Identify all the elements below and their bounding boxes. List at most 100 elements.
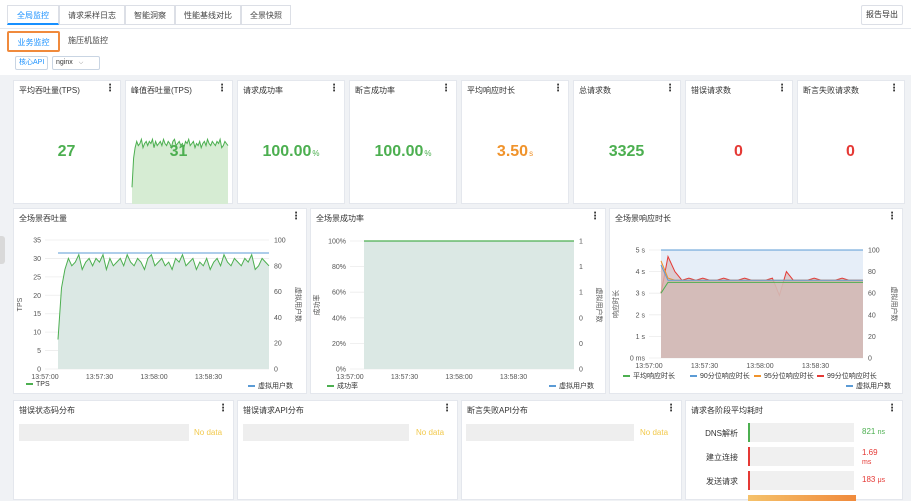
y-tick-label: 15 bbox=[33, 311, 41, 318]
more-menu-icon[interactable]: ⋮ bbox=[777, 83, 787, 94]
stage-value-unit: ns bbox=[877, 429, 885, 436]
kpi-value-number: 3325 bbox=[608, 143, 645, 160]
tab-snapshot[interactable]: 全景快照 bbox=[241, 5, 291, 25]
tab-request-log[interactable]: 请求采样日志 bbox=[59, 5, 125, 25]
tab-baseline[interactable]: 性能基线对比 bbox=[175, 5, 241, 25]
sub-tab-bar: 业务监控 施压机监控 bbox=[0, 29, 911, 53]
side-panel-handle[interactable] bbox=[0, 236, 5, 264]
y2-axis-label: 虚拟用户数 bbox=[890, 287, 899, 322]
endpoint-select[interactable]: nginx ⌵ bbox=[52, 56, 100, 70]
subtab-business-monitor[interactable]: 业务监控 bbox=[7, 31, 60, 52]
stage-bar-partial bbox=[748, 495, 856, 501]
legend-swatch bbox=[549, 385, 556, 388]
more-menu-icon[interactable]: ⋮ bbox=[553, 83, 563, 94]
tab-insight[interactable]: 智能洞察 bbox=[125, 5, 175, 25]
y2-axis-label: 虚拟用户数 bbox=[595, 288, 604, 323]
stage-label: 建立连接 bbox=[706, 453, 738, 462]
more-menu-icon[interactable]: ⋮ bbox=[291, 211, 301, 222]
y2-tick-label: 60 bbox=[274, 289, 282, 296]
kpi-value: 100.00% bbox=[238, 143, 344, 161]
x-tick-label: 13:58:00 bbox=[140, 374, 167, 381]
filter-bar: 核心API nginx ⌵ bbox=[0, 53, 911, 75]
legend-swatch bbox=[623, 375, 630, 378]
chevron-down-icon: ⌵ bbox=[78, 60, 84, 66]
more-menu-icon[interactable]: ⋮ bbox=[105, 83, 115, 94]
y2-tick-label: 60 bbox=[868, 291, 876, 298]
kpi-value-number: 31 bbox=[169, 143, 188, 160]
kpi-title: 平均响应时长 bbox=[467, 86, 515, 95]
assert-api-card: 断言失败API分布 ⋮ No data bbox=[461, 400, 682, 500]
more-menu-icon[interactable]: ⋮ bbox=[217, 83, 227, 94]
stage-value-number: 1.69 bbox=[862, 448, 878, 457]
y-tick-label: 35 bbox=[33, 238, 41, 245]
sparkline-area bbox=[132, 139, 228, 204]
stage-value-number: 183 bbox=[862, 475, 876, 484]
more-menu-icon[interactable]: ⋮ bbox=[590, 211, 600, 222]
subtab-loader-monitor[interactable]: 施压机监控 bbox=[68, 36, 108, 45]
x-tick-label: 13:57:00 bbox=[336, 374, 363, 381]
stage-time-card: 请求各阶段平均耗时 ⋮ DNS解析 821 ns 建立连接 1.69 ms 发送请… bbox=[685, 400, 903, 501]
legend-label: 虚拟用户数 bbox=[856, 383, 891, 390]
stage-bar bbox=[748, 471, 854, 490]
stage-value-unit: μs bbox=[877, 477, 886, 484]
stage-row-connect: 建立连接 1.69 ms bbox=[686, 447, 902, 467]
kpi-card: 总请求数 ⋮ 3325 bbox=[573, 80, 681, 204]
stage-label: 发送请求 bbox=[706, 477, 738, 486]
more-menu-icon[interactable]: ⋮ bbox=[441, 83, 451, 94]
y-tick-label: 100% bbox=[328, 239, 346, 246]
y2-tick-label: 1 bbox=[579, 239, 583, 246]
kpi-value-number: 100.00 bbox=[374, 143, 424, 160]
assert-api-title: 断言失败API分布 bbox=[467, 406, 528, 415]
latency-chart-card: 全场景响应时长 ⋮ 5 s 4 s 3 s 2 s 1 s 0 ms 100 80 60 40 20… bbox=[609, 208, 903, 394]
y-tick-label: 80% bbox=[332, 264, 346, 271]
y-tick-label: 30 bbox=[33, 256, 41, 263]
y-tick-label: 20% bbox=[332, 341, 346, 348]
error-api-title: 错误请求API分布 bbox=[243, 406, 304, 415]
stage-value-number: 821 bbox=[862, 427, 876, 436]
y-tick-label: 0 ms bbox=[630, 356, 646, 363]
y-tick-label: 3 s bbox=[636, 291, 646, 298]
tab-global-monitor[interactable]: 全局监控 bbox=[7, 5, 59, 25]
kpi-value: 27 bbox=[14, 143, 120, 161]
more-menu-icon[interactable]: ⋮ bbox=[329, 83, 339, 94]
stage-value: 1.69 ms bbox=[862, 448, 878, 467]
success-chart-svg: 100% 80% 60% 40% 20% 0% 1 1 1 0 0 0 13:57:00 13:57:30… bbox=[312, 239, 604, 382]
y2-tick-label: 100 bbox=[868, 248, 880, 255]
empty-bar bbox=[19, 424, 189, 441]
y-tick-label: 5 bbox=[37, 348, 41, 355]
more-menu-icon[interactable]: ⋮ bbox=[889, 83, 899, 94]
more-menu-icon[interactable]: ⋮ bbox=[666, 403, 676, 414]
y2-tick-label: 0 bbox=[868, 356, 872, 363]
y-tick-label: 40% bbox=[332, 315, 346, 322]
stage-value-unit: ms bbox=[862, 459, 872, 466]
y-tick-label: 25 bbox=[33, 274, 41, 281]
x-tick-label: 13:57:00 bbox=[635, 363, 662, 370]
kpi-value-number: 0 bbox=[846, 143, 855, 160]
more-menu-icon[interactable]: ⋮ bbox=[218, 403, 228, 414]
legend-swatch bbox=[248, 385, 255, 388]
more-menu-icon[interactable]: ⋮ bbox=[887, 211, 897, 222]
y-axis-label: 响应时长 bbox=[611, 290, 620, 318]
export-report-button[interactable]: 报告导出 bbox=[861, 5, 903, 25]
y2-tick-label: 0 bbox=[274, 367, 278, 374]
y2-tick-label: 1 bbox=[579, 264, 583, 271]
kpi-value-number: 27 bbox=[57, 143, 76, 160]
api-tag-chip[interactable]: 核心API bbox=[15, 56, 49, 70]
y2-tick-label: 0 bbox=[579, 315, 583, 322]
stage-bar bbox=[748, 447, 854, 466]
legend-swatch bbox=[26, 383, 33, 386]
legend-swatch bbox=[817, 375, 824, 378]
latency-chart-svg: 5 s 4 s 3 s 2 s 1 s 0 ms 100 80 60 40 20 0 13:57:00 1… bbox=[611, 248, 899, 371]
more-menu-icon[interactable]: ⋮ bbox=[442, 403, 452, 414]
x-tick-label: 13:58:30 bbox=[802, 363, 829, 370]
more-menu-icon[interactable]: ⋮ bbox=[887, 403, 897, 414]
legend-label: 99分位响应时长 bbox=[827, 373, 877, 380]
y2-tick-label: 40 bbox=[274, 315, 282, 322]
no-data-label: No data bbox=[416, 428, 445, 437]
y-axis-label: 成功率 bbox=[312, 295, 321, 316]
kpi-card: 错误请求数 ⋮ 0 bbox=[685, 80, 793, 204]
kpi-title: 请求成功率 bbox=[243, 86, 283, 95]
more-menu-icon[interactable]: ⋮ bbox=[665, 83, 675, 94]
kpi-value: 100.00% bbox=[350, 143, 456, 161]
tps-area bbox=[58, 254, 269, 369]
